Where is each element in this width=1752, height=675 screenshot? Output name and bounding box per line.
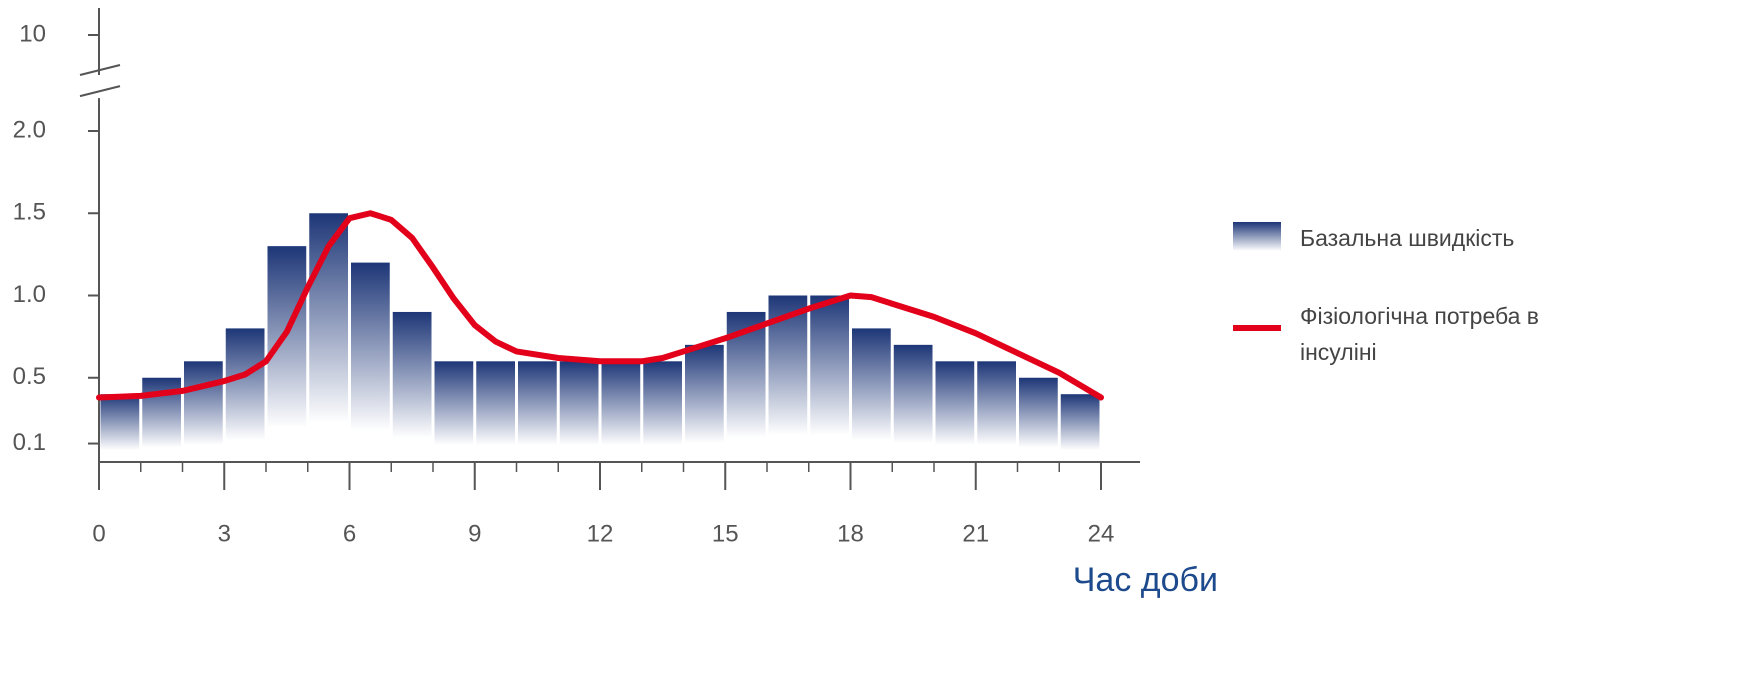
bar — [559, 361, 599, 460]
bar — [643, 361, 682, 460]
axis-break — [79, 85, 121, 98]
x-tick-label: 12 — [587, 520, 614, 547]
bar — [518, 361, 557, 460]
y-tick-label: 0.5 — [13, 363, 46, 390]
bar — [309, 213, 348, 460]
line — [96, 210, 1104, 401]
bar — [100, 394, 140, 460]
bar — [476, 361, 515, 460]
bar — [434, 361, 474, 460]
bar — [392, 311, 432, 460]
axis-break — [79, 64, 121, 76]
bar — [1019, 377, 1058, 460]
y-tick-label: 1.0 — [13, 281, 46, 308]
legend-label: Фізіологічна потреба в інсуліні — [1300, 303, 1540, 365]
bar — [935, 361, 975, 460]
y-tick-label: 0.1 — [13, 429, 46, 456]
bar — [351, 262, 390, 460]
x-tick-label: 18 — [837, 520, 864, 547]
bar — [685, 344, 724, 460]
legend-swatch — [1233, 222, 1281, 256]
x-tick-label: 0 — [92, 520, 105, 547]
bar — [977, 361, 1016, 460]
x-axis-label: Час доби — [1073, 561, 1218, 599]
y-tick-label: 2.0 — [13, 116, 46, 143]
y-tick-label: 10 — [19, 20, 46, 47]
x-tick-label: 9 — [468, 520, 481, 547]
x-tick-label: 21 — [962, 520, 989, 547]
x-tick-label: 15 — [712, 520, 739, 547]
bar — [225, 328, 265, 460]
bar — [601, 361, 641, 460]
y-tick-label: 1.5 — [13, 199, 46, 226]
bar — [184, 361, 223, 460]
bar — [1060, 394, 1100, 460]
x-tick-label: 24 — [1088, 520, 1115, 547]
bar — [810, 295, 849, 460]
x-tick-label: 3 — [218, 520, 231, 547]
bar — [852, 328, 891, 460]
bar — [893, 344, 933, 460]
x-tick-label: 6 — [343, 520, 356, 547]
legend-label: Базальна швидкість — [1300, 225, 1515, 251]
